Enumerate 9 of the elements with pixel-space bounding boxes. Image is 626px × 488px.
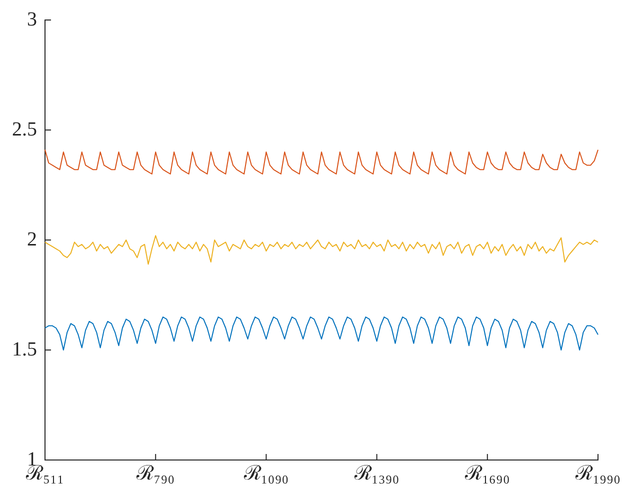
x-tick-label: ℛ₁₀₉₀ — [242, 462, 289, 484]
x-tick-label: ℛ₇₉₀ — [136, 462, 175, 484]
x-tick-label: ℛ₁₆₉₀ — [464, 462, 510, 484]
x-tick-label: ℛ₁₃₉₀ — [353, 462, 400, 484]
y-tick-label: 2 — [27, 228, 37, 250]
y-tick-label: 3 — [27, 8, 37, 30]
y-tick-label: 2.5 — [12, 118, 37, 140]
y-tick-label: 1.5 — [12, 338, 37, 360]
x-tick-label: ℛ₁₉₉₀ — [574, 462, 620, 484]
